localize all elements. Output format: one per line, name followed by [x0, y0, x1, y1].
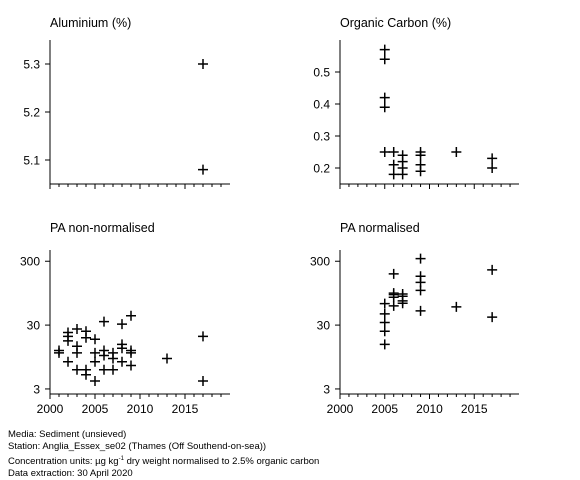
- data-point-pa-non-normalised: [108, 364, 118, 375]
- y-tick-label-organic-carbon: 0.4: [313, 98, 330, 112]
- data-point-pa-non-normalised: [108, 353, 118, 364]
- data-point-pa-normalised: [388, 292, 399, 303]
- data-point-organic-carbon: [487, 163, 498, 173]
- data-point-organic-carbon: [451, 147, 462, 157]
- panel-title-aluminium: Aluminium (%): [50, 16, 131, 30]
- data-point-pa-non-normalised: [126, 347, 136, 358]
- data-point-pa-normalised: [487, 312, 498, 323]
- footer-units-g: g kg: [100, 456, 119, 468]
- data-point-pa-non-normalised: [90, 356, 100, 367]
- panel-aluminium: Aluminium (%) 5.1 5.2 5.3: [23, 16, 230, 189]
- panel-pa-normalised: PA normalised 3 30 300 2000 2005 2010 2015: [310, 221, 519, 416]
- data-point-pa-normalised: [379, 308, 390, 319]
- footer-extraction: Data extraction: 30 April 2020: [8, 468, 133, 480]
- x-tick-label-pa-non-normalised: 2000: [37, 402, 64, 416]
- x-tick-label-pa-non-normalised: 2015: [172, 402, 199, 416]
- footer-units-suffix: dry weight normalised to 2.5% organic ca…: [123, 456, 320, 468]
- data-point-organic-carbon: [388, 147, 399, 157]
- data-point-pa-non-normalised: [126, 360, 136, 371]
- data-point-pa-non-normalised: [162, 353, 172, 364]
- data-point-pa-non-normalised: [198, 331, 208, 342]
- chart-panels: Aluminium (%) 5.1 5.2 5.3 Organic Carbon (%)…: [20, 16, 519, 416]
- y-tick-label-pa-normalised: 3: [323, 382, 330, 396]
- data-point-organic-carbon: [379, 102, 390, 113]
- data-point-organic-carbon: [487, 153, 498, 164]
- panel-title-pa-normalised: PA normalised: [340, 221, 420, 235]
- data-point-pa-non-normalised: [72, 324, 82, 335]
- data-point-organic-carbon: [379, 54, 390, 65]
- data-point-pa-normalised: [388, 268, 399, 279]
- data-point-organic-carbon: [415, 150, 426, 161]
- data-point-pa-non-normalised: [81, 332, 91, 343]
- chart-footer: Media: Sediment (unsieved) Station: Angl…: [8, 429, 319, 480]
- data-point-organic-carbon: [397, 169, 408, 180]
- y-tick-label-pa-non-normalised: 300: [20, 255, 40, 269]
- data-point-pa-non-normalised: [198, 375, 208, 386]
- data-point-organic-carbon: [379, 44, 390, 55]
- data-point-pa-normalised: [379, 339, 390, 350]
- data-point-organic-carbon: [379, 92, 390, 103]
- panel-pa-non-normalised: PA non-normalised 3 30 300 2000 2005 2010 2015: [20, 221, 230, 416]
- data-point-organic-carbon: [379, 147, 390, 157]
- y-tick-label-aluminium: 5.1: [23, 154, 40, 168]
- data-point-pa-non-normalised: [117, 319, 127, 330]
- data-point-pa-non-normalised: [90, 347, 100, 358]
- x-tick-label-pa-non-normalised: 2010: [127, 402, 154, 416]
- data-point-pa-normalised: [415, 285, 426, 296]
- data-point-pa-normalised: [451, 301, 462, 312]
- data-point-pa-non-normalised: [126, 310, 136, 321]
- data-point-pa-normalised: [415, 305, 426, 316]
- y-tick-label-pa-normalised: 30: [317, 319, 331, 333]
- data-point-pa-non-normalised: [72, 364, 82, 375]
- footer-units: Concentration units: µg kg-1 dry weight …: [8, 453, 319, 468]
- data-point-pa-non-normalised: [117, 356, 127, 367]
- data-point-pa-non-normalised: [81, 369, 91, 380]
- data-point-pa-non-normalised: [117, 343, 127, 354]
- data-point-pa-non-normalised: [90, 375, 100, 386]
- x-tick-label-pa-normalised: 2015: [461, 402, 488, 416]
- y-tick-label-pa-normalised: 300: [310, 255, 330, 269]
- data-point-pa-non-normalised: [63, 356, 73, 367]
- y-tick-label-organic-carbon: 0.3: [313, 130, 330, 144]
- data-point-organic-carbon: [415, 166, 426, 177]
- data-point-pa-non-normalised: [63, 335, 73, 346]
- data-point-pa-non-normalised: [72, 347, 82, 358]
- x-tick-label-pa-non-normalised: 2005: [82, 402, 109, 416]
- y-tick-label-organic-carbon: 0.2: [313, 162, 330, 176]
- data-point-pa-normalised: [397, 298, 408, 309]
- data-point-pa-normalised: [415, 253, 426, 264]
- data-point-pa-non-normalised: [99, 316, 109, 327]
- data-point-aluminium: [198, 164, 208, 175]
- footer-media: Media: Sediment (unsieved): [8, 429, 127, 440]
- y-tick-label-aluminium: 5.2: [23, 106, 40, 120]
- x-tick-label-pa-normalised: 2010: [416, 402, 443, 416]
- footer-station: Station: Anglia_Essex_se02 (Thames (Off …: [8, 441, 267, 452]
- panel-title-pa-non-normalised: PA non-normalised: [50, 221, 155, 235]
- data-point-organic-carbon: [388, 159, 399, 170]
- data-point-organic-carbon: [388, 169, 399, 180]
- data-point-pa-non-normalised: [99, 364, 109, 375]
- footer-units-mu: µ: [95, 456, 101, 468]
- x-tick-label-pa-normalised: 2000: [327, 402, 354, 416]
- y-tick-label-organic-carbon: 0.5: [313, 66, 330, 80]
- data-point-pa-non-normalised: [90, 334, 100, 345]
- x-tick-label-pa-normalised: 2005: [371, 402, 398, 416]
- data-point-pa-non-normalised: [99, 350, 109, 361]
- panel-title-organic-carbon: Organic Carbon (%): [340, 16, 451, 30]
- data-point-aluminium: [198, 59, 208, 69]
- data-point-pa-normalised: [388, 300, 399, 311]
- panel-organic-carbon: Organic Carbon (%) 0.2 0.3 0.4 0.5: [313, 16, 519, 189]
- data-point-pa-normalised: [379, 317, 390, 328]
- footer-units-sup: -1: [118, 456, 124, 462]
- y-tick-label-pa-non-normalised: 30: [27, 319, 41, 333]
- y-tick-label-aluminium: 5.3: [23, 58, 40, 72]
- data-point-pa-non-normalised: [54, 347, 64, 358]
- data-point-pa-normalised: [487, 264, 498, 275]
- footer-units-prefix: Concentration units:: [8, 456, 96, 468]
- y-tick-label-pa-non-normalised: 3: [33, 382, 40, 396]
- data-point-pa-normalised: [379, 326, 390, 337]
- data-point-pa-normalised: [379, 298, 390, 309]
